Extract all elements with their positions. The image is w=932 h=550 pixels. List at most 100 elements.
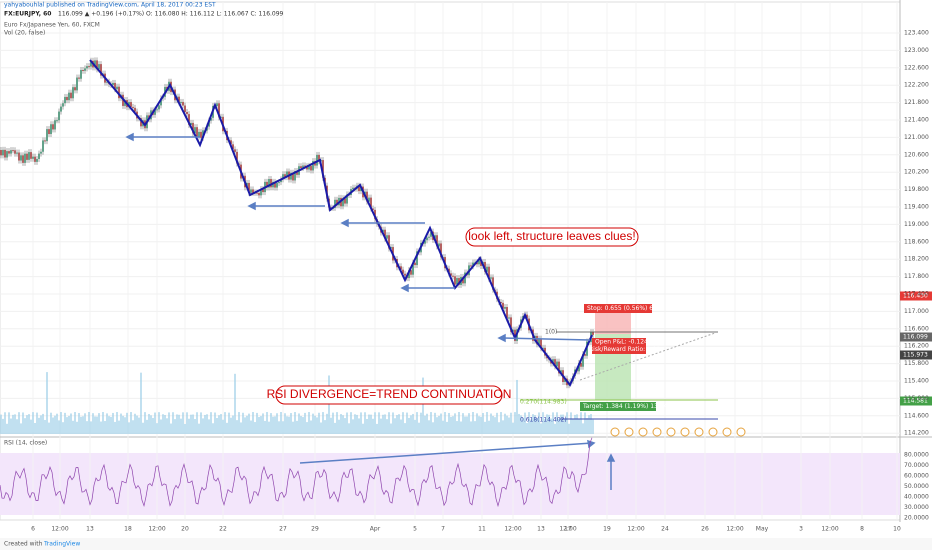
volume-bar — [66, 417, 68, 434]
time-tick-label: 13 — [86, 526, 94, 533]
candle-body — [564, 378, 566, 383]
volume-bar — [152, 417, 154, 434]
volume-bar — [404, 423, 406, 434]
candle-body — [112, 82, 114, 85]
candle-body — [36, 158, 38, 162]
candle-body — [252, 189, 254, 193]
volume-bar — [314, 415, 316, 434]
volume-bar — [274, 416, 276, 434]
candle-body — [218, 103, 220, 118]
volume-bar — [482, 412, 484, 434]
candle-body — [96, 60, 98, 70]
time-tick-label: 22 — [219, 526, 227, 533]
volume-bar — [174, 419, 176, 434]
volume-bar — [0, 414, 2, 434]
price-flag — [900, 396, 932, 406]
volume-bar — [256, 412, 258, 434]
candle-body — [118, 86, 120, 99]
candle-body — [542, 347, 544, 349]
volume-bar — [334, 422, 336, 434]
volume-bar — [514, 412, 516, 434]
volume-bar — [492, 415, 494, 434]
volume-bar — [4, 412, 6, 434]
volume-bar — [558, 418, 560, 434]
candle-body — [40, 151, 42, 154]
candle-body — [414, 262, 416, 266]
volume-bar — [588, 415, 590, 434]
candle-body — [436, 235, 438, 247]
volume-bar — [508, 417, 510, 434]
candle-body — [514, 329, 516, 342]
candle-body — [402, 269, 404, 274]
candle-body — [372, 208, 374, 210]
label-box — [584, 304, 652, 313]
candle-body — [12, 150, 14, 152]
candle-body — [48, 129, 50, 135]
volume-bar — [156, 423, 158, 434]
volume-bar — [46, 372, 48, 434]
time-tick-label: 3 — [799, 526, 803, 533]
candle-body — [194, 127, 196, 134]
candle-body — [410, 270, 412, 275]
rsi-tick-label: 80.0000 — [904, 452, 929, 459]
candle-body — [458, 278, 460, 285]
volume-bar — [288, 416, 290, 434]
volume-bar — [540, 423, 542, 434]
price-tick-label: 119.800 — [904, 186, 929, 193]
candle-body — [488, 266, 490, 279]
volume-bar — [56, 413, 58, 434]
volume-bar — [218, 415, 220, 434]
volume-bar — [324, 420, 326, 434]
candle-body — [94, 60, 96, 68]
volume-bar — [350, 412, 352, 434]
candle-body — [114, 82, 116, 90]
volume-bar — [308, 412, 310, 434]
candle-body — [100, 64, 102, 76]
volume-bar — [452, 416, 454, 434]
rsi-path — [0, 437, 593, 508]
volume-bar — [582, 423, 584, 434]
candle-body — [78, 77, 80, 79]
volume-bar — [18, 412, 20, 434]
volume-bar — [234, 373, 236, 434]
volume-bar — [208, 419, 210, 434]
time-tick-label: 12:00 — [51, 526, 68, 533]
volume-bar — [290, 413, 292, 434]
time-tick-label: 11 — [478, 526, 486, 533]
volume-bar — [474, 421, 476, 434]
volume-bar — [166, 418, 168, 434]
volume-bar — [344, 418, 346, 434]
candle-body — [508, 317, 510, 319]
candle-body — [276, 182, 278, 188]
callout — [275, 385, 503, 405]
volume-bar — [126, 412, 128, 434]
candle-body — [390, 247, 392, 249]
candle-body — [506, 307, 508, 319]
volume-bar — [476, 413, 478, 434]
candle-body — [280, 179, 282, 183]
volume-bar — [568, 423, 570, 434]
rr-label: Risk/Reward Ratio: 2.13 — [589, 346, 661, 353]
candle-body — [404, 273, 406, 276]
time-tick-label: 29 — [311, 526, 319, 533]
rsi-line — [0, 437, 593, 508]
volume-bar — [26, 415, 28, 434]
volume-bar — [534, 415, 536, 434]
volume-bar — [114, 421, 116, 434]
candle-body — [336, 199, 338, 206]
candle-body — [416, 251, 418, 266]
price-flag — [900, 291, 932, 301]
volume-bar — [112, 412, 114, 434]
volume-bar — [530, 419, 532, 434]
volume-bar — [10, 418, 12, 434]
volume-bar — [520, 415, 522, 434]
volume-bar — [186, 412, 188, 434]
volume-bar — [94, 416, 96, 434]
volume-legend: Vol (20, false) — [4, 30, 45, 37]
volume-bar — [578, 419, 580, 434]
candle-body — [500, 302, 502, 304]
price-tick-label: 118.600 — [904, 238, 929, 245]
candle-body — [18, 152, 20, 161]
footer-text: Created with — [4, 541, 43, 548]
volume-bar — [570, 412, 572, 434]
